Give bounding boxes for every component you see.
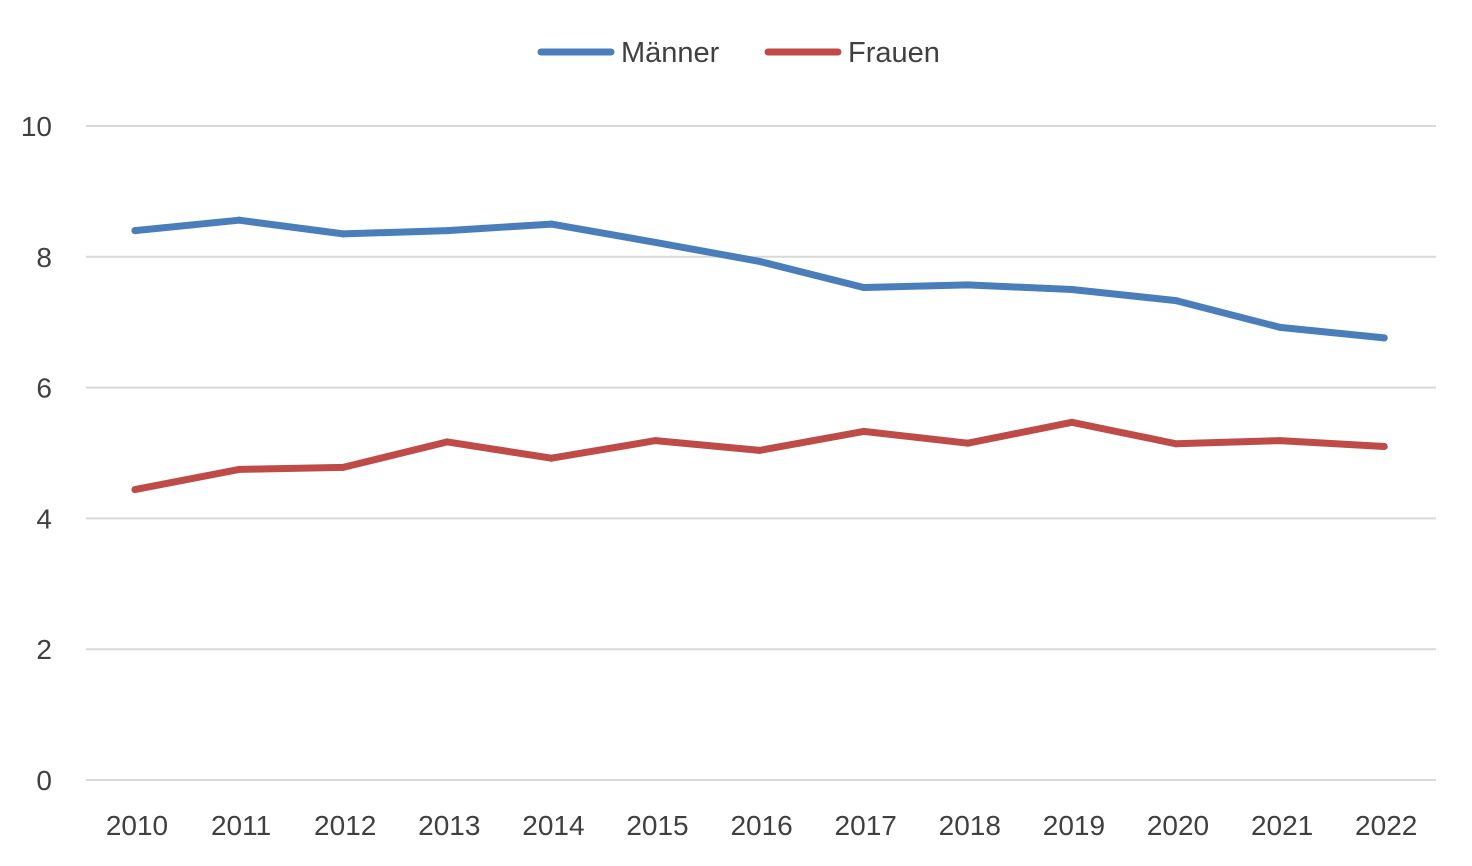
x-tick-label: 2022: [1355, 810, 1417, 841]
data-point: [131, 227, 139, 235]
y-tick-label: 2: [36, 634, 52, 665]
legend: Männer Frauen: [537, 37, 940, 69]
data-point: [443, 438, 451, 446]
y-tick-label: 0: [36, 765, 52, 796]
data-point: [1380, 334, 1388, 342]
data-point: [756, 446, 764, 454]
data-point: [1380, 442, 1388, 450]
data-point: [131, 486, 139, 494]
data-point: [1068, 286, 1076, 293]
x-axis: 2010 2011 2012 2013 2014 2015 2016 2017 2018 2019…: [106, 810, 1417, 841]
legend-label: Männer: [621, 37, 720, 69]
data-point: [860, 284, 868, 292]
y-tick-label: 4: [36, 503, 52, 534]
x-tick-label: 2010: [106, 810, 168, 841]
x-tick-label: 2019: [1043, 810, 1105, 841]
data-point: [339, 463, 347, 471]
x-tick-label: 2013: [418, 810, 480, 841]
data-point: [860, 427, 868, 435]
data-point: [964, 439, 972, 447]
y-tick-label: 8: [36, 242, 52, 273]
data-point: [1276, 323, 1284, 331]
data-point: [547, 220, 555, 228]
data-point: [652, 238, 659, 246]
x-tick-label: 2017: [835, 810, 897, 841]
x-tick-label: 2011: [211, 810, 271, 841]
data-point: [1276, 437, 1284, 445]
y-tick-label: 10: [21, 111, 52, 142]
y-tick-label: 6: [36, 373, 52, 404]
series-lines: [131, 216, 1388, 494]
data-point: [443, 227, 451, 235]
x-tick-label: 2012: [314, 810, 376, 841]
data-point: [964, 281, 972, 289]
series-line-frauen: [131, 418, 1388, 494]
legend-label: Frauen: [848, 37, 940, 69]
data-point: [652, 437, 659, 445]
data-point: [547, 454, 555, 462]
x-tick-label: 2014: [522, 810, 584, 841]
data-point: [756, 257, 764, 265]
data-point: [1068, 418, 1076, 426]
data-point: [1172, 440, 1180, 448]
gridlines: [86, 125, 1436, 781]
series-line-maenner: [131, 216, 1388, 342]
data-point: [235, 216, 243, 224]
x-tick-label: 2021: [1251, 810, 1313, 841]
x-tick-label: 2018: [939, 810, 1001, 841]
x-tick-label: 2015: [626, 810, 688, 841]
data-point: [1172, 297, 1180, 305]
x-tick-label: 2016: [730, 810, 792, 841]
y-axis: 0 2 4 6 8 10: [21, 111, 52, 796]
data-point: [339, 230, 347, 238]
x-tick-label: 2020: [1147, 810, 1209, 841]
data-point: [235, 465, 243, 473]
